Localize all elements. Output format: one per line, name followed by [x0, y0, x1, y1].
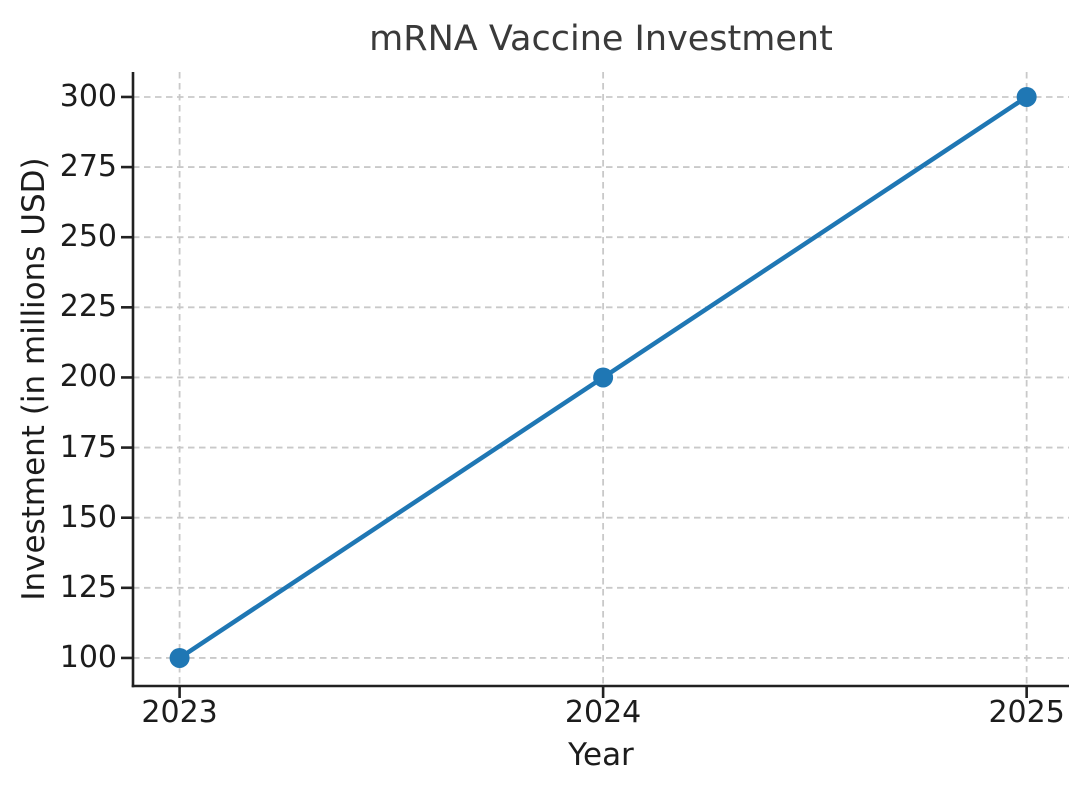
- y-tick-label: 175: [59, 429, 117, 465]
- y-tick-label: 250: [59, 219, 117, 255]
- y-tick-label: 225: [59, 289, 117, 325]
- x-tick-label: 2023: [141, 695, 218, 730]
- x-axis-label: Year: [568, 737, 634, 773]
- y-tick-label: 125: [59, 569, 117, 605]
- chart-title: mRNA Vaccine Investment: [369, 19, 833, 59]
- y-tick-label: 150: [59, 499, 117, 535]
- data-point-marker: [593, 367, 614, 388]
- y-tick-label: 275: [59, 149, 117, 185]
- data-point-marker: [1016, 86, 1037, 107]
- x-tick-label: 2025: [988, 695, 1065, 730]
- y-tick-label: 100: [59, 639, 117, 675]
- y-tick-label: 200: [59, 359, 117, 395]
- x-tick-label: 2024: [564, 695, 642, 730]
- y-tick-label: 300: [59, 78, 117, 114]
- data-point-marker: [169, 647, 190, 668]
